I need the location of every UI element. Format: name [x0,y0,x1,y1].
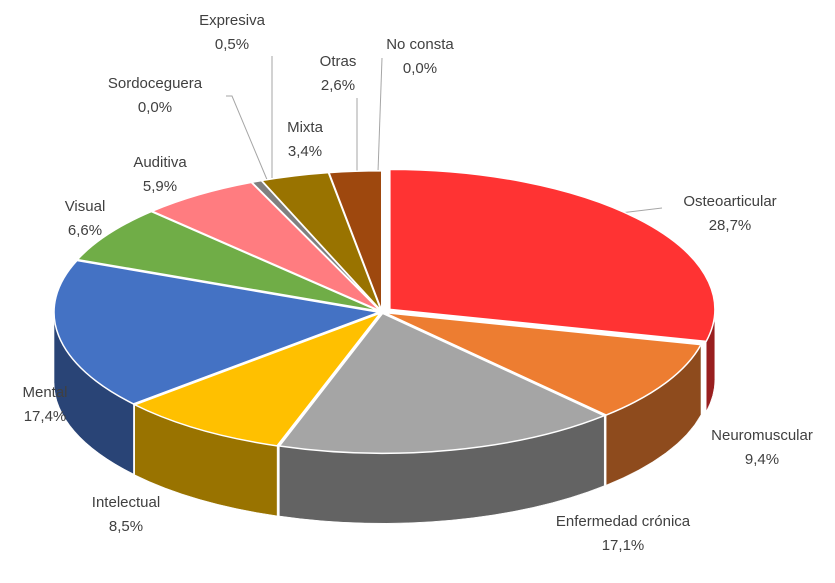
category-label: Mental [22,384,67,401]
category-label: Expresiva [199,12,266,29]
category-label: Visual [65,198,106,215]
value-label: 0,5% [215,36,249,53]
leader-line [377,57,383,173]
slice [132,311,383,447]
slice [389,168,716,343]
labels: Osteoarticular 28,7% Neuromuscular 9,4% Enfe… [22,12,812,554]
value-label: 5,9% [143,178,177,195]
category-label: Osteoarticular [683,193,776,210]
category-label: Otras [320,53,357,70]
slice [75,210,380,313]
category-label: Enfermedad crónica [556,513,691,530]
value-label: 28,7% [709,217,752,234]
value-label: 9,4% [745,451,779,468]
category-label: Mixta [287,119,323,136]
value-label: 2,6% [321,77,355,94]
value-label: 17,4% [24,408,67,425]
value-label: 8,5% [109,518,143,535]
slice [150,181,381,312]
category-label: No consta [386,36,454,53]
value-label: 6,6% [68,222,102,239]
category-label: Sordoceguera [108,75,203,92]
slice [53,259,382,405]
category-label: Neuromuscular [711,427,813,444]
leader-lines [226,56,663,215]
slice [384,311,703,416]
value-label: 0,0% [138,99,172,116]
sides [53,309,716,524]
value-label: 3,4% [288,143,322,160]
value-label: 0,0% [403,60,437,77]
leader-line [226,95,269,183]
category-label: Intelectual [92,494,160,511]
slice [278,312,607,455]
category-label: Auditiva [133,154,187,171]
tops [53,168,716,455]
value-label: 17,1% [602,537,645,554]
